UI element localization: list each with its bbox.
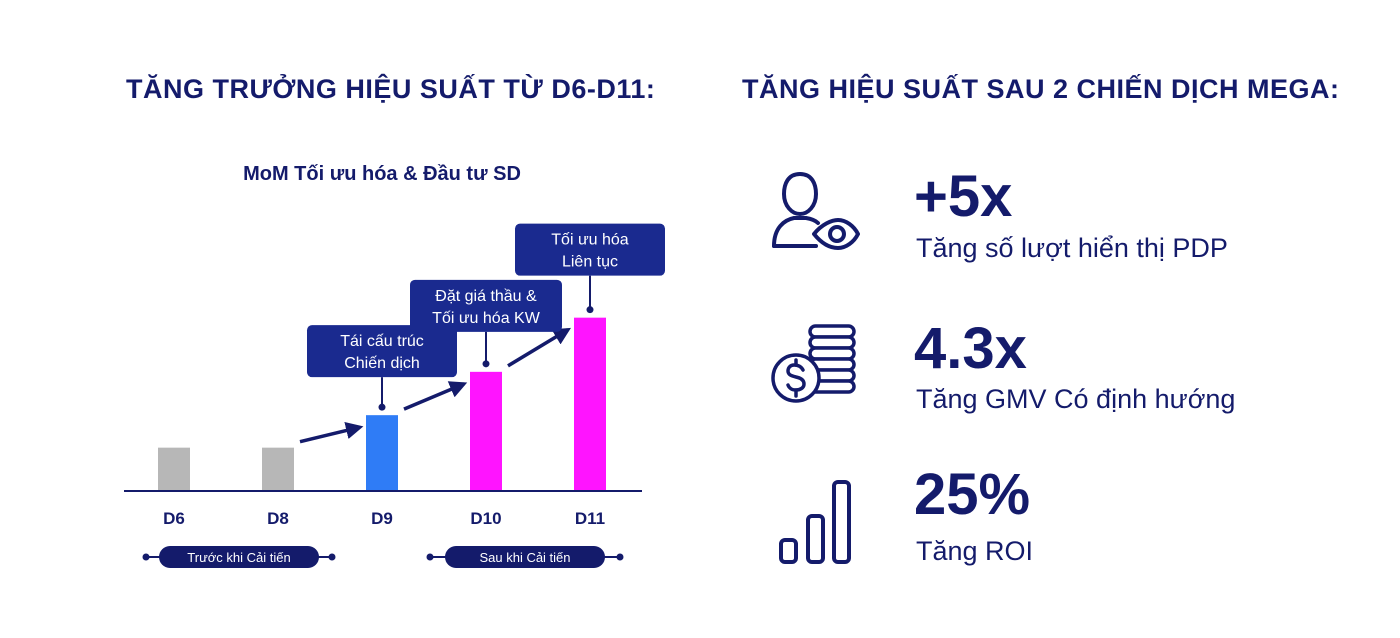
x-tick-label: D8: [267, 509, 289, 528]
x-tick-label: D10: [470, 509, 501, 528]
callout-box: [410, 279, 562, 332]
callout-box: [515, 223, 665, 276]
callout-text: Liên tục: [562, 254, 618, 271]
callout-text: Chiến dịch: [344, 355, 420, 372]
callout-text: Đặt giá thầu &: [435, 288, 537, 305]
trend-arrow: [507, 327, 571, 368]
stat-label: Tăng ROI: [916, 536, 1034, 566]
period-label: Trước khi Cải tiến: [142, 546, 336, 568]
callout-d9: Tái cấu trúc Chiến dịch: [307, 325, 457, 411]
period-pill: [159, 546, 319, 568]
stat-label: Tăng GMV Có định hướng: [916, 384, 1236, 414]
person-eye-icon: [772, 172, 860, 250]
x-tick-label: D6: [163, 509, 185, 528]
period-dot: [616, 553, 624, 561]
bar-d9: [366, 415, 398, 491]
coins-dollar-icon: [771, 324, 856, 403]
stat-value: +5x: [914, 164, 1013, 229]
chart-title: MoM Tối ưu hóa & Đầu tư SD: [243, 163, 521, 185]
left-heading: TĂNG TRƯỞNG HIỆU SUẤT TỪ D6-D11:: [126, 74, 656, 104]
right-heading: TĂNG HIỆU SUẤT SAU 2 CHIẾN DỊCH MEGA:: [742, 74, 1340, 104]
callout-d11: Tối ưu hóa Liên tục: [515, 223, 665, 314]
callout-text: Tối ưu hóa KW: [432, 310, 541, 327]
x-tick-label: D9: [371, 509, 393, 528]
callout-dot: [586, 306, 594, 314]
callout-text: Tái cấu trúc: [340, 333, 424, 350]
period-dot: [142, 553, 150, 561]
callout-d10: Đặt giá thầu & Tối ưu hóa KW: [410, 279, 562, 368]
stat-label: Tăng số lượt hiển thị PDP: [916, 233, 1228, 263]
bar-chart: MoM Tối ưu hóa & Đầu tư SD D6 D8 D9 D10 D11 Tá…: [124, 163, 665, 568]
stat-value: 25%: [914, 462, 1031, 527]
stat-value: 4.3x: [914, 316, 1027, 381]
period-text: Sau khi Cải tiến: [479, 550, 570, 565]
trend-arrow: [403, 381, 468, 411]
callout-text: Tối ưu hóa: [551, 232, 629, 249]
callout-dot: [482, 360, 490, 368]
bar-d8: [262, 447, 294, 491]
x-tick-label: D11: [575, 509, 605, 528]
period-dot: [426, 553, 434, 561]
bar-d6: [158, 447, 190, 491]
bar-d11: [574, 317, 606, 491]
period-dot: [328, 553, 336, 561]
callout-dot: [378, 403, 386, 411]
period-pill: [445, 546, 605, 568]
period-text: Trước khi Cải tiến: [187, 550, 290, 565]
trend-arrow: [299, 421, 364, 444]
callout-box: [307, 325, 457, 378]
bar-d10: [470, 371, 502, 491]
bar-chart-icon: [779, 480, 851, 564]
period-label: Sau khi Cải tiến: [426, 546, 624, 568]
